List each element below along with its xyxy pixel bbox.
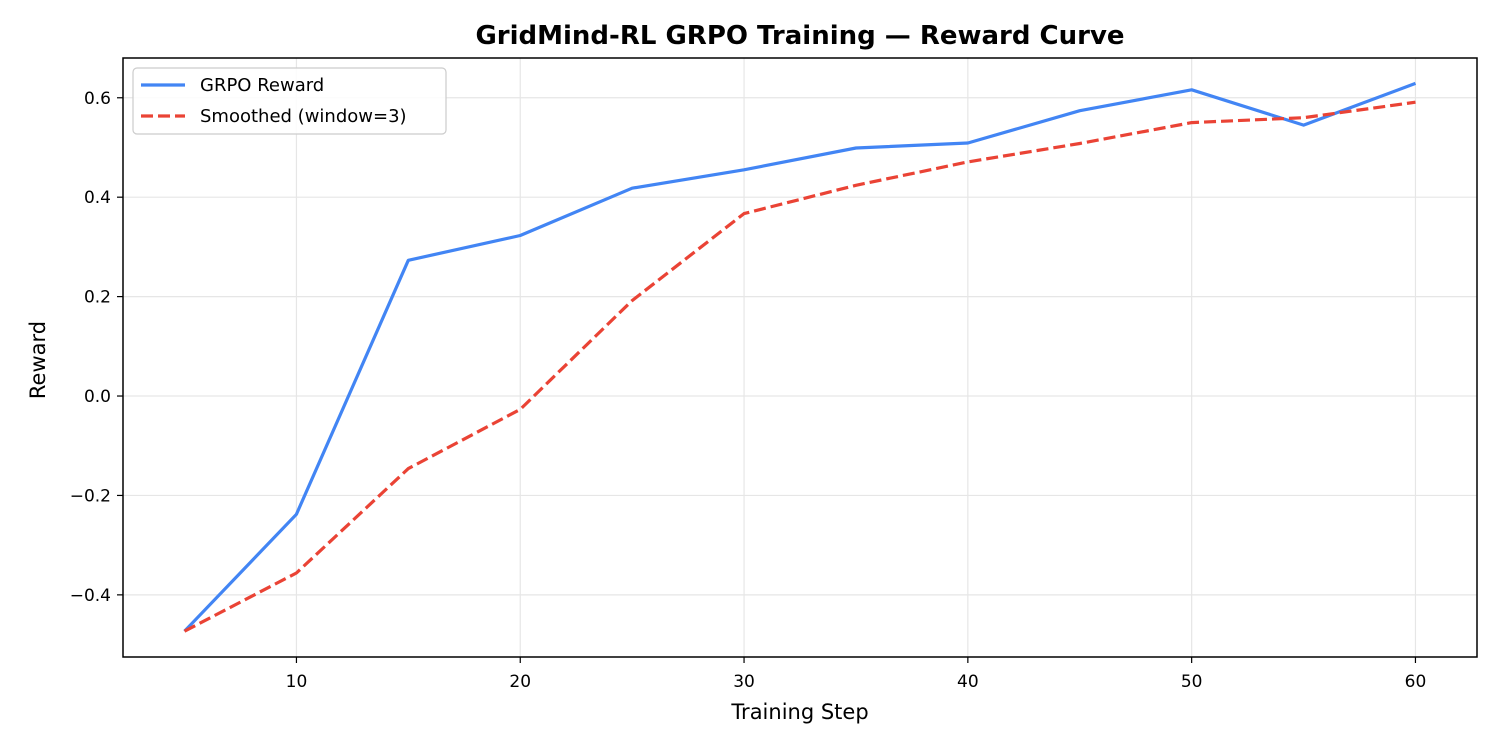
axis-ticks: 10 20 30 40 50 60 −0.4 −0.2 0.0 0.2 0.4 0.6: [70, 89, 1427, 692]
x-tick-label: 60: [1405, 672, 1427, 692]
smoothed-reward-line: [183, 100, 1416, 633]
y-tick-label: 0.4: [84, 188, 111, 208]
y-tick-label: −0.4: [70, 586, 111, 606]
grid: [123, 58, 1477, 657]
grpo-reward-line: [183, 81, 1417, 633]
y-tick-label: −0.2: [70, 486, 111, 506]
x-tick-label: 20: [509, 672, 531, 692]
chart-title: GridMind-RL GRPO Training — Reward Curve: [475, 21, 1124, 51]
x-tick-label: 40: [957, 672, 979, 692]
legend-label-smoothed: Smoothed (window=3): [200, 106, 407, 127]
plot-frame: [122, 57, 1478, 658]
x-axis-label: Training Step: [730, 700, 868, 724]
legend-label-grpo-reward: GRPO Reward: [200, 75, 324, 96]
x-tick-label: 30: [733, 672, 755, 692]
y-tick-label: 0.0: [84, 387, 111, 407]
series-lines: [183, 81, 1417, 633]
x-tick-label: 10: [286, 672, 308, 692]
legend-box: [132, 67, 447, 135]
legend: GRPO Reward Smoothed (window=3): [132, 67, 447, 135]
y-axis-label: Reward: [26, 321, 50, 399]
y-tick-label: 0.6: [84, 89, 111, 109]
x-tick-label: 50: [1181, 672, 1203, 692]
y-tick-label: 0.2: [84, 288, 111, 308]
